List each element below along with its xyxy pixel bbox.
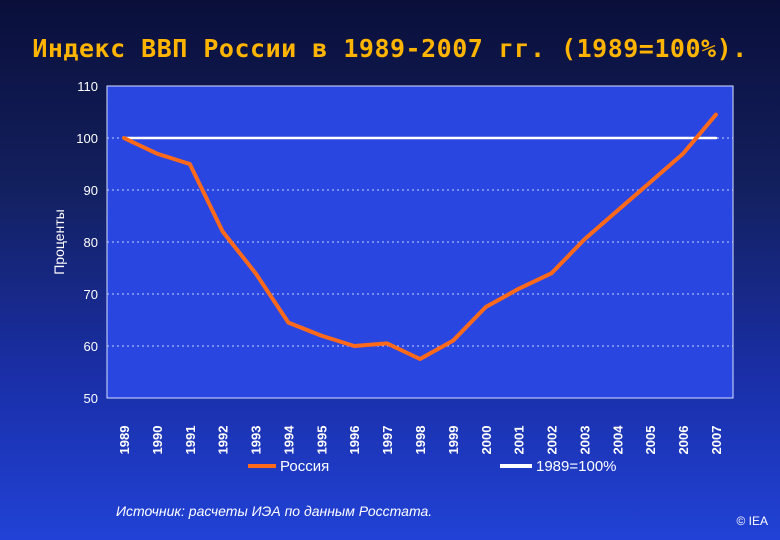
x-tick-label: 1998 bbox=[413, 426, 428, 455]
russia-series-line bbox=[122, 112, 718, 361]
y-axis-label: Проценты bbox=[51, 209, 67, 275]
x-tick-label: 1993 bbox=[249, 426, 264, 455]
legend: Россия 1989=100% bbox=[248, 458, 617, 475]
y-tick-label: 70 bbox=[84, 287, 98, 302]
y-tick-label: 100 bbox=[76, 131, 98, 146]
y-tick-label: 80 bbox=[84, 235, 98, 250]
x-tick-label: 2006 bbox=[676, 426, 691, 455]
x-tick-label: 2005 bbox=[643, 426, 658, 455]
x-tick-label: 2001 bbox=[512, 426, 527, 455]
x-tick-label: 1992 bbox=[216, 426, 231, 455]
y-tick-label: 50 bbox=[84, 391, 98, 406]
x-tick-label: 2000 bbox=[479, 426, 494, 455]
x-tick-label: 1994 bbox=[281, 425, 296, 455]
legend-label-baseline: 1989=100% bbox=[536, 458, 617, 475]
y-axis-ticks: 50 60 70 80 90 100 110 bbox=[76, 79, 98, 406]
x-tick-label: 1989 bbox=[117, 426, 132, 455]
source-note: Источник: расчеты ИЭА по данным Росстата… bbox=[116, 503, 433, 519]
y-tick-label: 90 bbox=[84, 183, 98, 198]
x-tick-label: 2007 bbox=[709, 426, 724, 455]
legend-label-russia: Россия bbox=[280, 458, 329, 475]
x-tick-label: 1991 bbox=[183, 426, 198, 455]
x-tick-label: 1990 bbox=[150, 426, 165, 455]
plot-area bbox=[106, 85, 734, 399]
slide-title: Индекс ВВП России в 1989-2007 гг. (1989=… bbox=[32, 34, 748, 63]
x-tick-label: 2004 bbox=[610, 425, 625, 455]
x-tick-label: 1997 bbox=[380, 426, 395, 455]
x-tick-label: 1996 bbox=[347, 426, 362, 455]
x-tick-label: 2002 bbox=[545, 426, 560, 455]
x-axis-ticks: 1989 1990 1991 1992 1993 1994 1995 1996 1997 1998… bbox=[117, 425, 724, 455]
series-lines bbox=[122, 112, 718, 361]
y-tick-label: 110 bbox=[77, 79, 98, 94]
copyright-notice: © IEA bbox=[736, 514, 768, 528]
x-tick-label: 1999 bbox=[446, 426, 461, 455]
x-tick-label: 2003 bbox=[577, 426, 592, 455]
y-tick-label: 60 bbox=[84, 339, 98, 354]
x-tick-label: 1995 bbox=[314, 426, 329, 455]
